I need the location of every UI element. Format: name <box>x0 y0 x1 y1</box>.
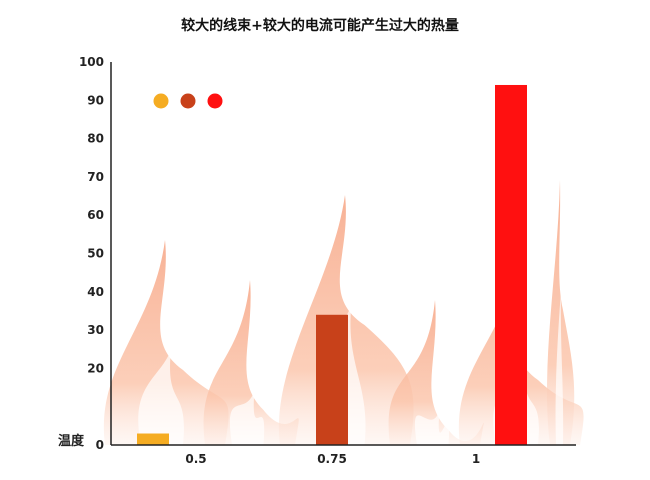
x-tick-label: 1 <box>472 452 480 466</box>
flame-highlight <box>138 350 184 445</box>
flame-highlight <box>229 390 265 445</box>
flame-highlight <box>414 410 450 445</box>
y-axis-label: 温度 <box>58 433 85 449</box>
chart-title: 较大的线束+较大的电流可能产生过大的热量 <box>181 17 459 34</box>
y-tick-label: 90 <box>87 93 104 107</box>
x-tick-label: 0.5 <box>185 452 206 466</box>
flame-shape <box>103 240 229 445</box>
bar-0.5 <box>137 433 169 445</box>
bar-1 <box>495 84 527 445</box>
x-tick-label: 0.75 <box>317 452 347 466</box>
y-tick-label: 100 <box>79 55 104 69</box>
legend-dot-1 <box>180 93 196 109</box>
y-tick-label: 80 <box>87 132 104 146</box>
y-tick-label: 60 <box>87 208 104 222</box>
flame-shape <box>203 280 299 445</box>
bar-0.75 <box>316 314 348 445</box>
y-tick-label: 20 <box>87 361 104 375</box>
legend <box>153 93 223 109</box>
y-tick-label: 50 <box>87 247 104 261</box>
y-tick-label: 30 <box>87 323 104 337</box>
flame-shape <box>388 300 484 445</box>
flame-highlight <box>555 290 564 445</box>
y-tick-label: 40 <box>87 285 104 299</box>
legend-dot-2 <box>207 93 223 109</box>
y-tick-label: 70 <box>87 170 104 184</box>
y-tick-label: 0 <box>96 438 104 452</box>
legend-dot-0 <box>153 93 169 109</box>
